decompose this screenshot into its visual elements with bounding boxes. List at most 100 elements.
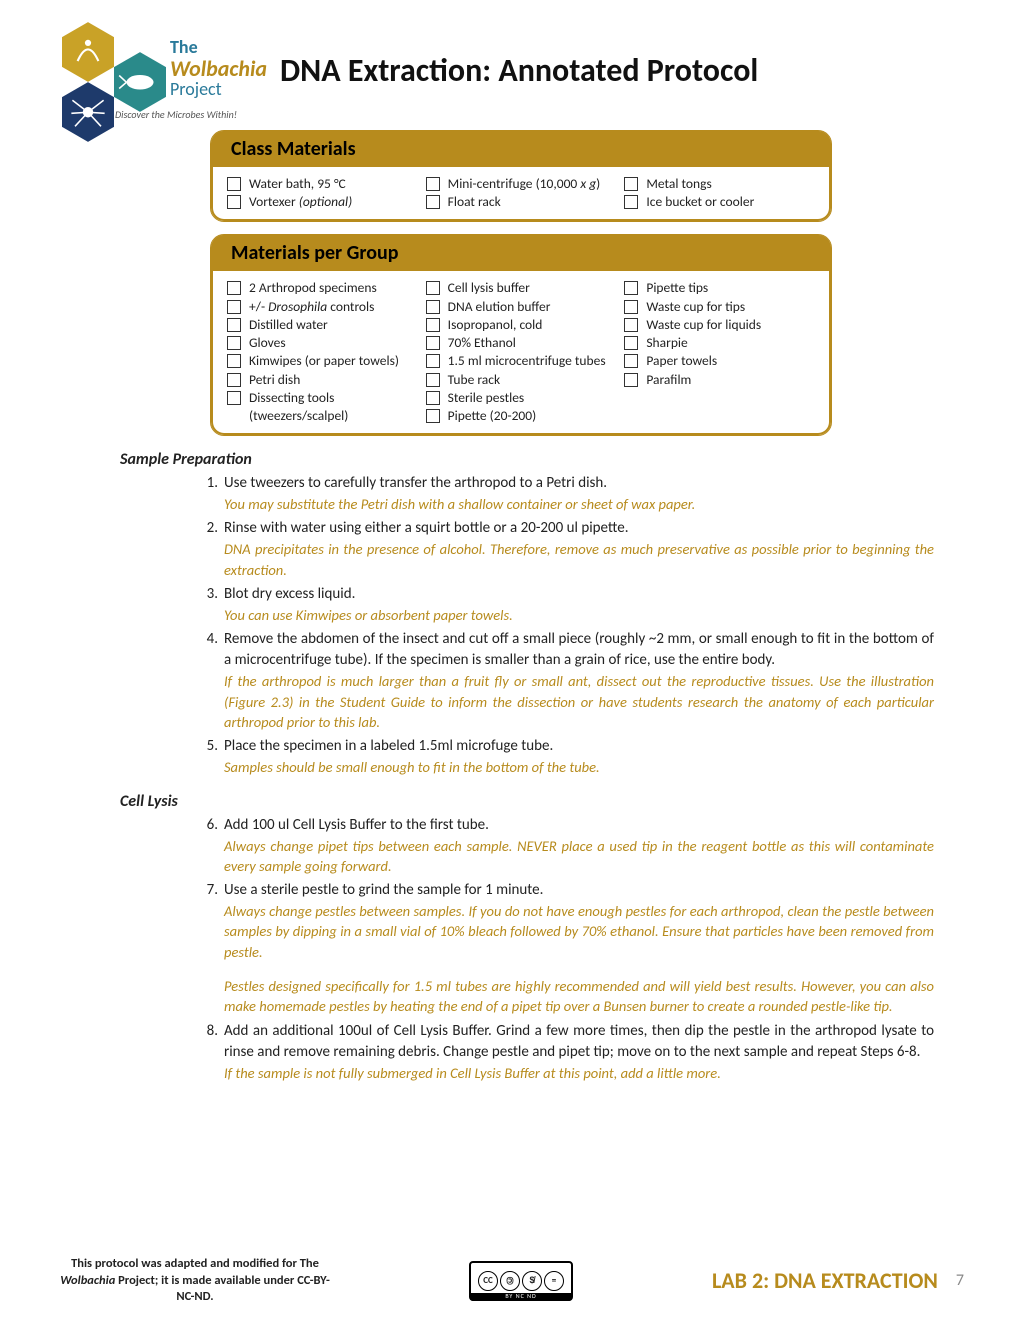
material-item: Sterile pestles [426, 389, 617, 407]
step-number: 3. [190, 584, 218, 605]
material-label: Paper towels [646, 352, 717, 370]
checkbox-icon [426, 195, 440, 209]
material-item: Waste cup for tips [624, 298, 815, 316]
footer-attribution: This protocol was adapted and modified f… [60, 1256, 330, 1305]
logo: The Wolbachia Project Discover the Micro… [60, 20, 260, 120]
material-label: Cell lysis buffer [448, 279, 530, 297]
checkbox-icon [426, 409, 440, 423]
step-number: 7. [190, 880, 218, 901]
lab-label: LAB 2: DNA EXTRACTION [712, 1267, 938, 1294]
material-item: Pipette tips [624, 279, 815, 297]
protocol-step: 2.Rinse with water using either a squirt… [190, 518, 934, 580]
material-label: Sharpie [646, 334, 687, 352]
material-label: Parafilm [646, 371, 691, 389]
logo-text: The Wolbachia Project [170, 38, 267, 99]
step-note: Always change pipet tips between each sa… [224, 836, 934, 877]
material-item: Paper towels [624, 352, 815, 370]
checkbox-icon [227, 391, 241, 405]
class-materials-cols: Water bath, 95 °CVortexer (optional) Mini… [227, 175, 815, 211]
step-text: Use tweezers to carefully transfer the a… [224, 473, 934, 494]
material-item: Tube rack [426, 371, 617, 389]
material-item: 2 Arthropod specimens [227, 279, 418, 297]
step-note: Samples should be small enough to fit in… [224, 757, 934, 777]
section-heading: Cell Lysis [120, 792, 964, 811]
section-heading: Sample Preparation [120, 450, 964, 469]
material-item: Pipette (20-200) [426, 407, 617, 425]
checkbox-icon [624, 300, 638, 314]
material-item: Gloves [227, 334, 418, 352]
logo-line2: Wolbachia [170, 57, 267, 80]
step-text: Blot dry excess liquid. [224, 584, 934, 605]
checkbox-icon [227, 354, 241, 368]
material-item: Sharpie [624, 334, 815, 352]
material-item: Metal tongs [624, 175, 815, 193]
checkbox-icon [227, 195, 241, 209]
step-number: 4. [190, 629, 218, 671]
material-label: Waste cup for tips [646, 298, 745, 316]
checkbox-icon [426, 300, 440, 314]
material-label: Gloves [249, 334, 286, 352]
material-label: Kimwipes (or paper towels) [249, 352, 399, 370]
checkbox-icon [227, 281, 241, 295]
protocol-step: 1. Use tweezers to carefully transfer the… [190, 473, 934, 514]
material-item: Vortexer (optional) [227, 193, 418, 211]
checkbox-icon [426, 318, 440, 332]
material-label: Dissecting tools (tweezers/scalpel) [249, 389, 418, 425]
material-item: DNA elution buffer [426, 298, 617, 316]
material-item: Dissecting tools (tweezers/scalpel) [227, 389, 418, 425]
checkbox-icon [624, 318, 638, 332]
step-number: 1. [190, 473, 218, 494]
footer: This protocol was adapted and modified f… [60, 1256, 964, 1305]
material-label: Tube rack [448, 371, 500, 389]
cc-license-icon: CC 🄯 $̸ = BY NC ND [469, 1261, 573, 1301]
material-label: 1.5 ml microcentrifuge tubes [448, 352, 606, 370]
protocol-step: 8.Add an additional 100ul of Cell Lysis … [190, 1021, 934, 1083]
checkbox-icon [227, 318, 241, 332]
step-text: Place the specimen in a labeled 1.5ml mi… [224, 736, 934, 757]
class-materials-box: Class Materials Water bath, 95 °CVortexe… [210, 130, 832, 222]
material-label: Pipette (20-200) [448, 407, 537, 425]
step-number: 2. [190, 518, 218, 539]
step-note: If the arthropod is much larger than a f… [224, 671, 934, 732]
step-number: 5. [190, 736, 218, 757]
checkbox-icon [624, 177, 638, 191]
material-item: Mini-centrifuge (10,000 x g) [426, 175, 617, 193]
checkbox-icon [227, 300, 241, 314]
material-item: Distilled water [227, 316, 418, 334]
protocol-step: 7. Use a sterile pestle to grind the samp… [190, 880, 934, 1016]
checkbox-icon [624, 373, 638, 387]
material-item: 70% Ethanol [426, 334, 617, 352]
material-label: Ice bucket or cooler [646, 193, 754, 211]
step-note: DNA precipitates in the presence of alco… [224, 539, 934, 580]
material-label: Metal tongs [646, 175, 711, 193]
step-note: Pestles designed specifically for 1.5 ml… [224, 976, 934, 1017]
checkbox-icon [624, 281, 638, 295]
checkbox-icon [426, 373, 440, 387]
material-item: Parafilm [624, 371, 815, 389]
checkbox-icon [426, 177, 440, 191]
material-label: Vortexer (optional) [249, 193, 352, 211]
header: The Wolbachia Project Discover the Micro… [60, 20, 964, 120]
material-label: Float rack [448, 193, 501, 211]
material-item: Isopropanol, cold [426, 316, 617, 334]
checkbox-icon [624, 354, 638, 368]
step-note: You may substitute the Petri dish with a… [224, 494, 934, 514]
checkbox-icon [624, 336, 638, 350]
checkbox-icon [426, 354, 440, 368]
material-item: 1.5 ml microcentrifuge tubes [426, 352, 617, 370]
box-header: Materials per Group [211, 235, 831, 271]
box-header: Class Materials [211, 131, 831, 167]
step-text: Use a sterile pestle to grind the sample… [224, 880, 934, 901]
checkbox-icon [227, 177, 241, 191]
logo-line3: Project [170, 80, 267, 99]
material-item: +/- Drosophila controls [227, 298, 418, 316]
material-item: Waste cup for liquids [624, 316, 815, 334]
material-label: 70% Ethanol [448, 334, 516, 352]
protocol-step: 6.Add 100 ul Cell Lysis Buffer to the fi… [190, 815, 934, 877]
step-number: 8. [190, 1021, 218, 1063]
logo-tagline: Discover the Microbes Within! [115, 108, 237, 121]
material-label: Water bath, 95 °C [249, 175, 346, 193]
step-number: 6. [190, 815, 218, 836]
material-item: Kimwipes (or paper towels) [227, 352, 418, 370]
checkbox-icon [426, 281, 440, 295]
